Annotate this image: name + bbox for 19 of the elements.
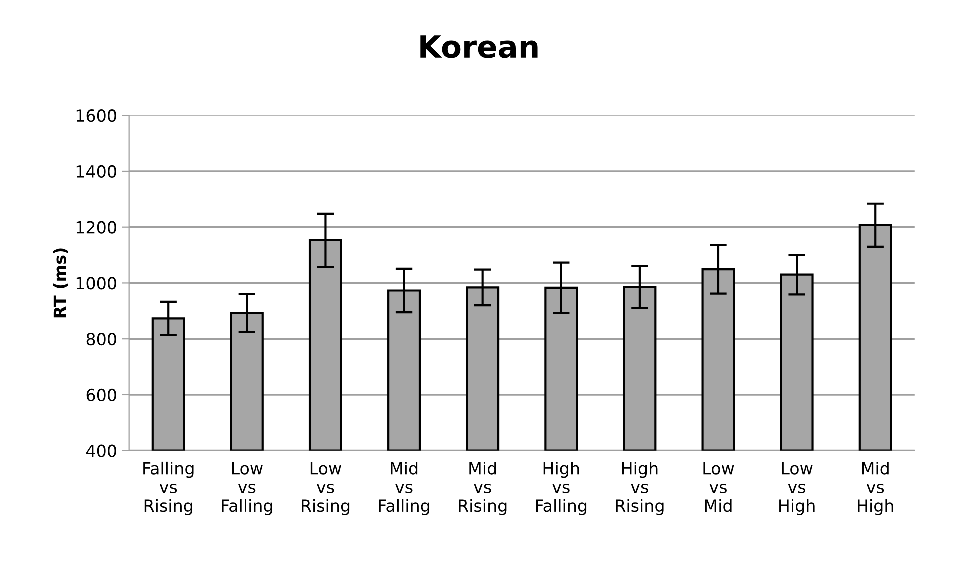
x-tick-label: Mid vs Falling xyxy=(379,462,430,516)
y-tick-label: 800 xyxy=(86,333,116,346)
y-tick-label: 600 xyxy=(86,388,116,402)
y-tick-label: 1400 xyxy=(76,165,116,178)
x-tick-label: High vs Rising xyxy=(616,462,664,516)
y-tick-label: 1200 xyxy=(76,221,116,234)
y-tick-label: 1000 xyxy=(76,277,116,290)
x-tick-label: Low vs Falling xyxy=(222,462,272,516)
y-tick-label: 400 xyxy=(86,444,116,458)
x-tick-label: Falling vs Rising xyxy=(144,462,194,516)
x-tick-label: Mid vs Rising xyxy=(459,462,507,516)
x-tick-label: Low vs Mid xyxy=(704,462,734,512)
y-axis-title: RT (ms) xyxy=(53,248,68,318)
x-tick-label: Low vs High xyxy=(780,462,815,516)
y-tick-label: 1600 xyxy=(76,110,116,122)
x-tick-label: High vs Falling xyxy=(536,462,587,516)
x-tick-label: Mid vs High xyxy=(858,462,894,516)
chart-title: Korean xyxy=(420,36,538,58)
x-tick-label: Low vs Rising xyxy=(302,462,350,516)
